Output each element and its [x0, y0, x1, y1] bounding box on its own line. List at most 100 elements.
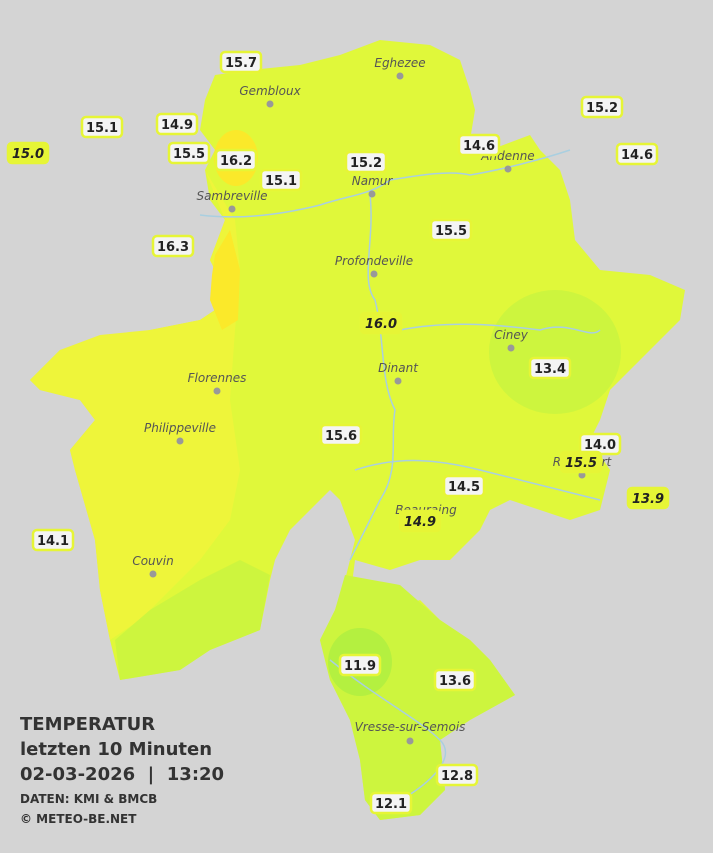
town-dot [370, 270, 378, 278]
station-box [155, 112, 199, 136]
station-temp: 12.8 [441, 769, 473, 784]
station-temp: 15.6 [325, 429, 357, 444]
station: 14.9 [155, 112, 199, 136]
station-box [528, 356, 572, 380]
station-temp: 15.1 [86, 121, 118, 136]
station: 12.1 [369, 791, 413, 815]
river [399, 323, 601, 334]
station-temp: 15.5 [565, 456, 597, 471]
town-dot [368, 190, 376, 198]
station-box [338, 653, 382, 677]
legend-period: letzten 10 Minuten [20, 739, 212, 760]
station-box [626, 486, 670, 510]
station-temp: 15.5 [173, 147, 205, 162]
station-box [214, 148, 258, 172]
station-temp: 15.2 [586, 101, 618, 116]
station: 14.5 [442, 474, 486, 498]
station-temp: 16.3 [157, 240, 189, 255]
station: 13.4 [528, 356, 572, 380]
station-box [435, 763, 479, 787]
station-box [31, 528, 75, 552]
river [354, 459, 601, 501]
station: 15.5 [429, 218, 473, 242]
station-temp: 14.9 [161, 118, 193, 133]
station-temp: 13.4 [534, 362, 566, 377]
station-temp: 14.1 [37, 534, 69, 549]
legend-title: TEMPERATUR [20, 714, 155, 735]
station-box [151, 234, 195, 258]
station-box [398, 509, 442, 533]
station-box [429, 218, 473, 242]
station-temp: 11.9 [344, 659, 376, 674]
town-label: Namur [352, 174, 394, 188]
station-temp: 13.6 [439, 674, 471, 689]
station: 16.0 [359, 311, 403, 335]
station: 15.6 [319, 423, 363, 447]
warm-zone [30, 170, 240, 640]
station-box [167, 141, 211, 165]
station-box [259, 168, 303, 192]
town-label: Gembloux [239, 84, 301, 98]
station-box [344, 150, 388, 174]
town-label: Eghezee [374, 56, 425, 70]
station: 15.0 [6, 141, 50, 165]
cool-zone [489, 290, 621, 414]
warmest-zone [210, 230, 240, 330]
rivers [199, 149, 601, 801]
station: 15.5 [559, 450, 603, 474]
town-dot [228, 205, 236, 213]
station-box [457, 133, 501, 157]
station-temp: 12.1 [375, 797, 407, 812]
station: 15.1 [259, 168, 303, 192]
station-temp: 15.0 [12, 147, 44, 162]
town-dot [396, 72, 404, 80]
station-temp: 14.6 [463, 139, 495, 154]
station-box [219, 50, 263, 74]
station-box [559, 450, 603, 474]
town-label: Ciney [494, 328, 529, 342]
station-temp: 15.7 [225, 56, 257, 71]
town-dot [507, 344, 515, 352]
town-dot [394, 377, 402, 385]
station: 14.1 [31, 528, 75, 552]
town-label: Philippeville [144, 421, 216, 435]
town-dot [176, 437, 184, 445]
station-box [6, 141, 50, 165]
town-dot [266, 100, 274, 108]
station: 15.2 [580, 95, 624, 119]
station: 12.8 [435, 763, 479, 787]
town-label: Profondeville [335, 254, 413, 268]
station-box [359, 311, 403, 335]
river [199, 149, 571, 218]
station-box [433, 668, 477, 692]
station-temp: 14.9 [404, 515, 436, 530]
station-box [442, 474, 486, 498]
station-temp: 14.0 [584, 438, 616, 453]
station-temp: 15.2 [350, 156, 382, 171]
station-box [319, 423, 363, 447]
station: 14.6 [615, 142, 659, 166]
legend-datetime: 02-03-2026 | 13:20 [20, 764, 224, 785]
station-box [80, 115, 124, 139]
station: 11.9 [338, 653, 382, 677]
station-temp: 15.5 [435, 224, 467, 239]
station-temp: 14.6 [621, 148, 653, 163]
station-temp: 16.0 [365, 317, 397, 332]
town-dot [406, 737, 414, 745]
town-dot [149, 570, 157, 578]
cool-zone [115, 560, 270, 680]
station: 14.9 [398, 509, 442, 533]
station: 15.1 [80, 115, 124, 139]
legend-source: DATEN: KMI & BMCB [20, 792, 157, 806]
town-dot [213, 387, 221, 395]
station-temp: 15.1 [265, 174, 297, 189]
station-temp: 16.2 [220, 154, 252, 169]
station: 15.5 [167, 141, 211, 165]
town-label: Sambreville [196, 189, 267, 203]
town-label: Dinant [378, 361, 419, 375]
station-box [615, 142, 659, 166]
station-temp: 14.5 [448, 480, 480, 495]
station: 16.2 [214, 148, 258, 172]
station: 13.9 [626, 486, 670, 510]
